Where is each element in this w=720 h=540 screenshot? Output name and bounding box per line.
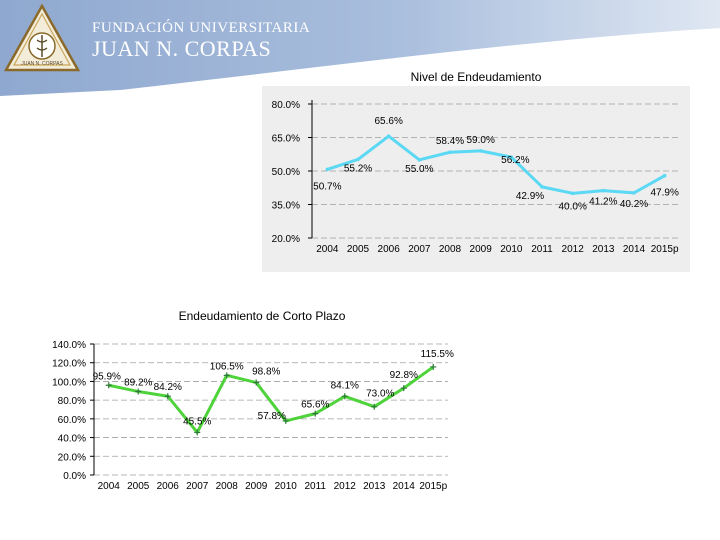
chart2-point xyxy=(371,403,378,410)
chart1-xtick-label: 2014 xyxy=(623,244,646,255)
chart-endeudamiento-corto-plazo: Endeudamiento de Corto Plazo 0.0% 20.0% 40.… xyxy=(52,309,454,492)
chart2-data-label: 95.9% xyxy=(93,371,121,382)
chart2-ytick-label: 120.0% xyxy=(52,359,86,370)
chart1-xtick-label: 2009 xyxy=(470,244,493,255)
chart1-xtick-label: 2011 xyxy=(531,244,553,255)
chart1-xtick-label: 2006 xyxy=(378,244,401,255)
chart2-point xyxy=(164,393,171,400)
chart1-point xyxy=(356,157,360,162)
chart2-data-label: 65.6% xyxy=(301,400,329,411)
chart2-xtick-label: 2007 xyxy=(186,481,209,492)
university-emblem-icon xyxy=(4,4,80,72)
chart2-data-label: 84.1% xyxy=(331,380,359,391)
chart1-series-line xyxy=(326,134,666,195)
chart2-ytick-label: 40.0% xyxy=(58,434,86,445)
chart1-point xyxy=(478,149,483,153)
chart1-data-label: 55.0% xyxy=(405,164,433,175)
chart1-xtick-label: 2007 xyxy=(408,244,431,255)
chart2-xtick-label: 2010 xyxy=(275,481,298,492)
chart2-data-label: 89.2% xyxy=(124,378,152,389)
chart1-point xyxy=(325,167,330,172)
chart1-data-label: 50.7% xyxy=(313,181,341,192)
chart2-xtick-label: 2005 xyxy=(127,481,150,492)
chart1-data-label: 58.4% xyxy=(436,136,464,147)
chart2-series-line xyxy=(108,365,435,434)
chart1-data-label: 42.9% xyxy=(516,191,544,202)
chart1-data-label: 47.9% xyxy=(650,188,678,199)
chart1-data-label: 56.2% xyxy=(501,155,529,166)
chart2-point xyxy=(312,410,319,417)
header-wave xyxy=(0,0,720,96)
university-name-line2: JUAN N. CORPAS xyxy=(92,36,272,61)
chart2-point xyxy=(253,379,260,386)
chart2-title: Endeudamiento de Corto Plazo xyxy=(179,309,346,323)
chart2-data-label: 106.5% xyxy=(210,361,244,372)
chart2-data-label: 45.5% xyxy=(183,416,211,427)
chart2-xtick-label: 2011 xyxy=(304,481,326,492)
chart1-xtick-label: 2010 xyxy=(500,244,523,255)
header-band xyxy=(0,0,720,96)
chart1-data-label: 55.2% xyxy=(344,163,372,174)
chart2-ytick-label: 140.0% xyxy=(52,340,86,351)
chart1-point xyxy=(632,191,636,195)
chart1-title: Nivel de Endeudamiento xyxy=(411,70,542,84)
chart2-ytick-label: 20.0% xyxy=(58,452,86,463)
university-name-line1: FUNDACIÓN UNIVERSITARIA xyxy=(92,20,311,36)
chart2-point xyxy=(105,382,112,389)
chart2-xtick-label: 2015p xyxy=(419,481,447,492)
chart2-data-label: 92.8% xyxy=(390,370,418,381)
chart1-background xyxy=(262,86,690,272)
chart2-data-label: 57.8% xyxy=(258,411,286,422)
chart1-point xyxy=(509,155,514,159)
chart1-data-label: 59.0% xyxy=(466,135,494,146)
chart2-ytick-label: 60.0% xyxy=(58,415,86,426)
chart1-ytick-label: 50.0% xyxy=(272,167,300,178)
chart2-ytick-label: 0.0% xyxy=(63,471,86,482)
chart1-data-label: 40.2% xyxy=(620,199,648,210)
chart1-xtick-label: 2004 xyxy=(316,244,339,255)
chart1-xtick-label: 2012 xyxy=(562,244,585,255)
chart2-point xyxy=(400,385,407,392)
chart2-xtick-label: 2008 xyxy=(216,481,239,492)
chart1-ytick-label: 20.0% xyxy=(272,234,300,245)
chart2-xtick-label: 2014 xyxy=(393,481,416,492)
chart1-point xyxy=(570,191,575,196)
chart1-point xyxy=(386,134,391,138)
chart2-xtick-label: 2013 xyxy=(363,481,386,492)
chart1-ytick-label: 35.0% xyxy=(272,201,300,212)
chart1-data-label: 41.2% xyxy=(589,197,617,208)
chart2-point xyxy=(135,388,142,395)
chart2-point xyxy=(341,393,348,400)
chart1-ytick-label: 80.0% xyxy=(272,100,300,111)
chart1-point xyxy=(662,173,667,178)
emblem-caption: JUAN N. CORPAS xyxy=(21,61,63,67)
chart2-xtick-label: 2006 xyxy=(157,481,180,492)
chart1-xtick-label: 2005 xyxy=(347,244,370,255)
chart1-xtick-label: 2013 xyxy=(592,244,615,255)
chart2-ytick-label: 100.0% xyxy=(52,377,86,388)
chart1-point xyxy=(448,150,452,155)
chart1-point xyxy=(540,185,544,189)
chart1-ytick-label: 65.0% xyxy=(272,134,300,145)
chart2-data-label: 73.0% xyxy=(366,389,394,400)
chart2-xtick-label: 2009 xyxy=(245,481,268,492)
chart2-ytick-label: 80.0% xyxy=(58,396,86,407)
chart1-point xyxy=(601,188,606,193)
chart2-data-label: 84.2% xyxy=(154,382,182,393)
chart1-xtick-label: 2015p xyxy=(651,244,679,255)
chart2-xtick-label: 2004 xyxy=(98,481,121,492)
chart2-point xyxy=(194,429,201,436)
chart1-xtick-label: 2008 xyxy=(439,244,462,255)
chart1-point xyxy=(417,158,422,162)
chart2-data-label: 98.8% xyxy=(252,367,280,378)
chart1-data-label: 40.0% xyxy=(558,201,586,212)
chart2-point xyxy=(430,363,437,370)
chart2-point xyxy=(282,417,289,424)
chart1-data-label: 65.6% xyxy=(374,116,402,127)
chart2-xtick-label: 2012 xyxy=(334,481,357,492)
chart-nivel-endeudamiento: Nivel de Endeudamiento 20.0% 35.0% 50.0% 65.… xyxy=(262,70,690,272)
chart2-point xyxy=(223,372,230,379)
chart2-data-label: 115.5% xyxy=(421,349,454,360)
